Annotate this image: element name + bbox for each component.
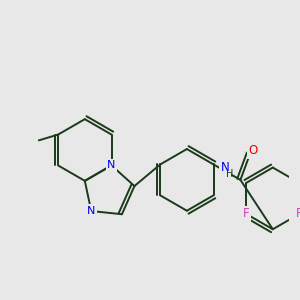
Text: N: N (221, 161, 230, 174)
Text: N: N (107, 160, 116, 170)
Text: H: H (226, 169, 234, 179)
Text: N: N (87, 206, 95, 216)
Text: O: O (248, 144, 258, 157)
Text: F: F (243, 207, 249, 220)
Text: F: F (296, 207, 300, 220)
